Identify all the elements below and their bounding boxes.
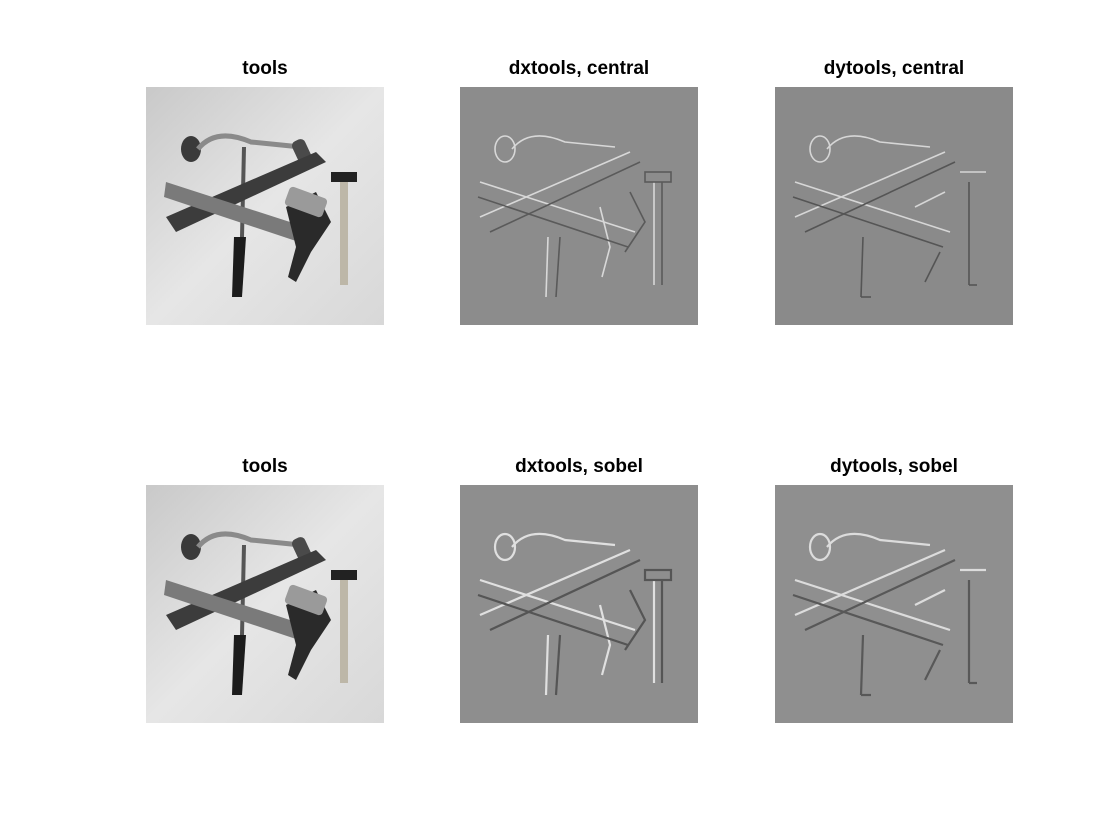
dx-central-svg — [460, 87, 698, 325]
dx-sobel-image — [460, 485, 698, 723]
small-hammer — [331, 172, 357, 285]
panel-title: dxtools, sobel — [515, 456, 643, 477]
tools-original-svg — [146, 87, 384, 325]
claw-hammer — [164, 580, 331, 680]
panel-title: dytools, sobel — [830, 456, 958, 477]
panel-title: tools — [242, 456, 288, 477]
dy-central-svg — [775, 87, 1013, 325]
dy-sobel-image — [775, 485, 1013, 723]
chisel — [166, 550, 326, 630]
chisel — [166, 152, 326, 232]
dx-central-image — [460, 87, 698, 325]
panel-title: dytools, central — [823, 58, 965, 79]
dx-sobel-svg — [460, 485, 698, 723]
screwdriver — [232, 237, 246, 297]
panel-title: dxtools, central — [508, 58, 650, 79]
screwdriver — [232, 635, 246, 695]
small-hammer — [331, 570, 357, 683]
claw-hammer — [164, 182, 331, 282]
tools-original-svg — [146, 485, 384, 723]
panel-title: tools — [242, 58, 288, 79]
dy-sobel-svg — [775, 485, 1013, 723]
dy-central-image — [775, 87, 1013, 325]
tools-image — [146, 485, 384, 723]
tools-image — [146, 87, 384, 325]
